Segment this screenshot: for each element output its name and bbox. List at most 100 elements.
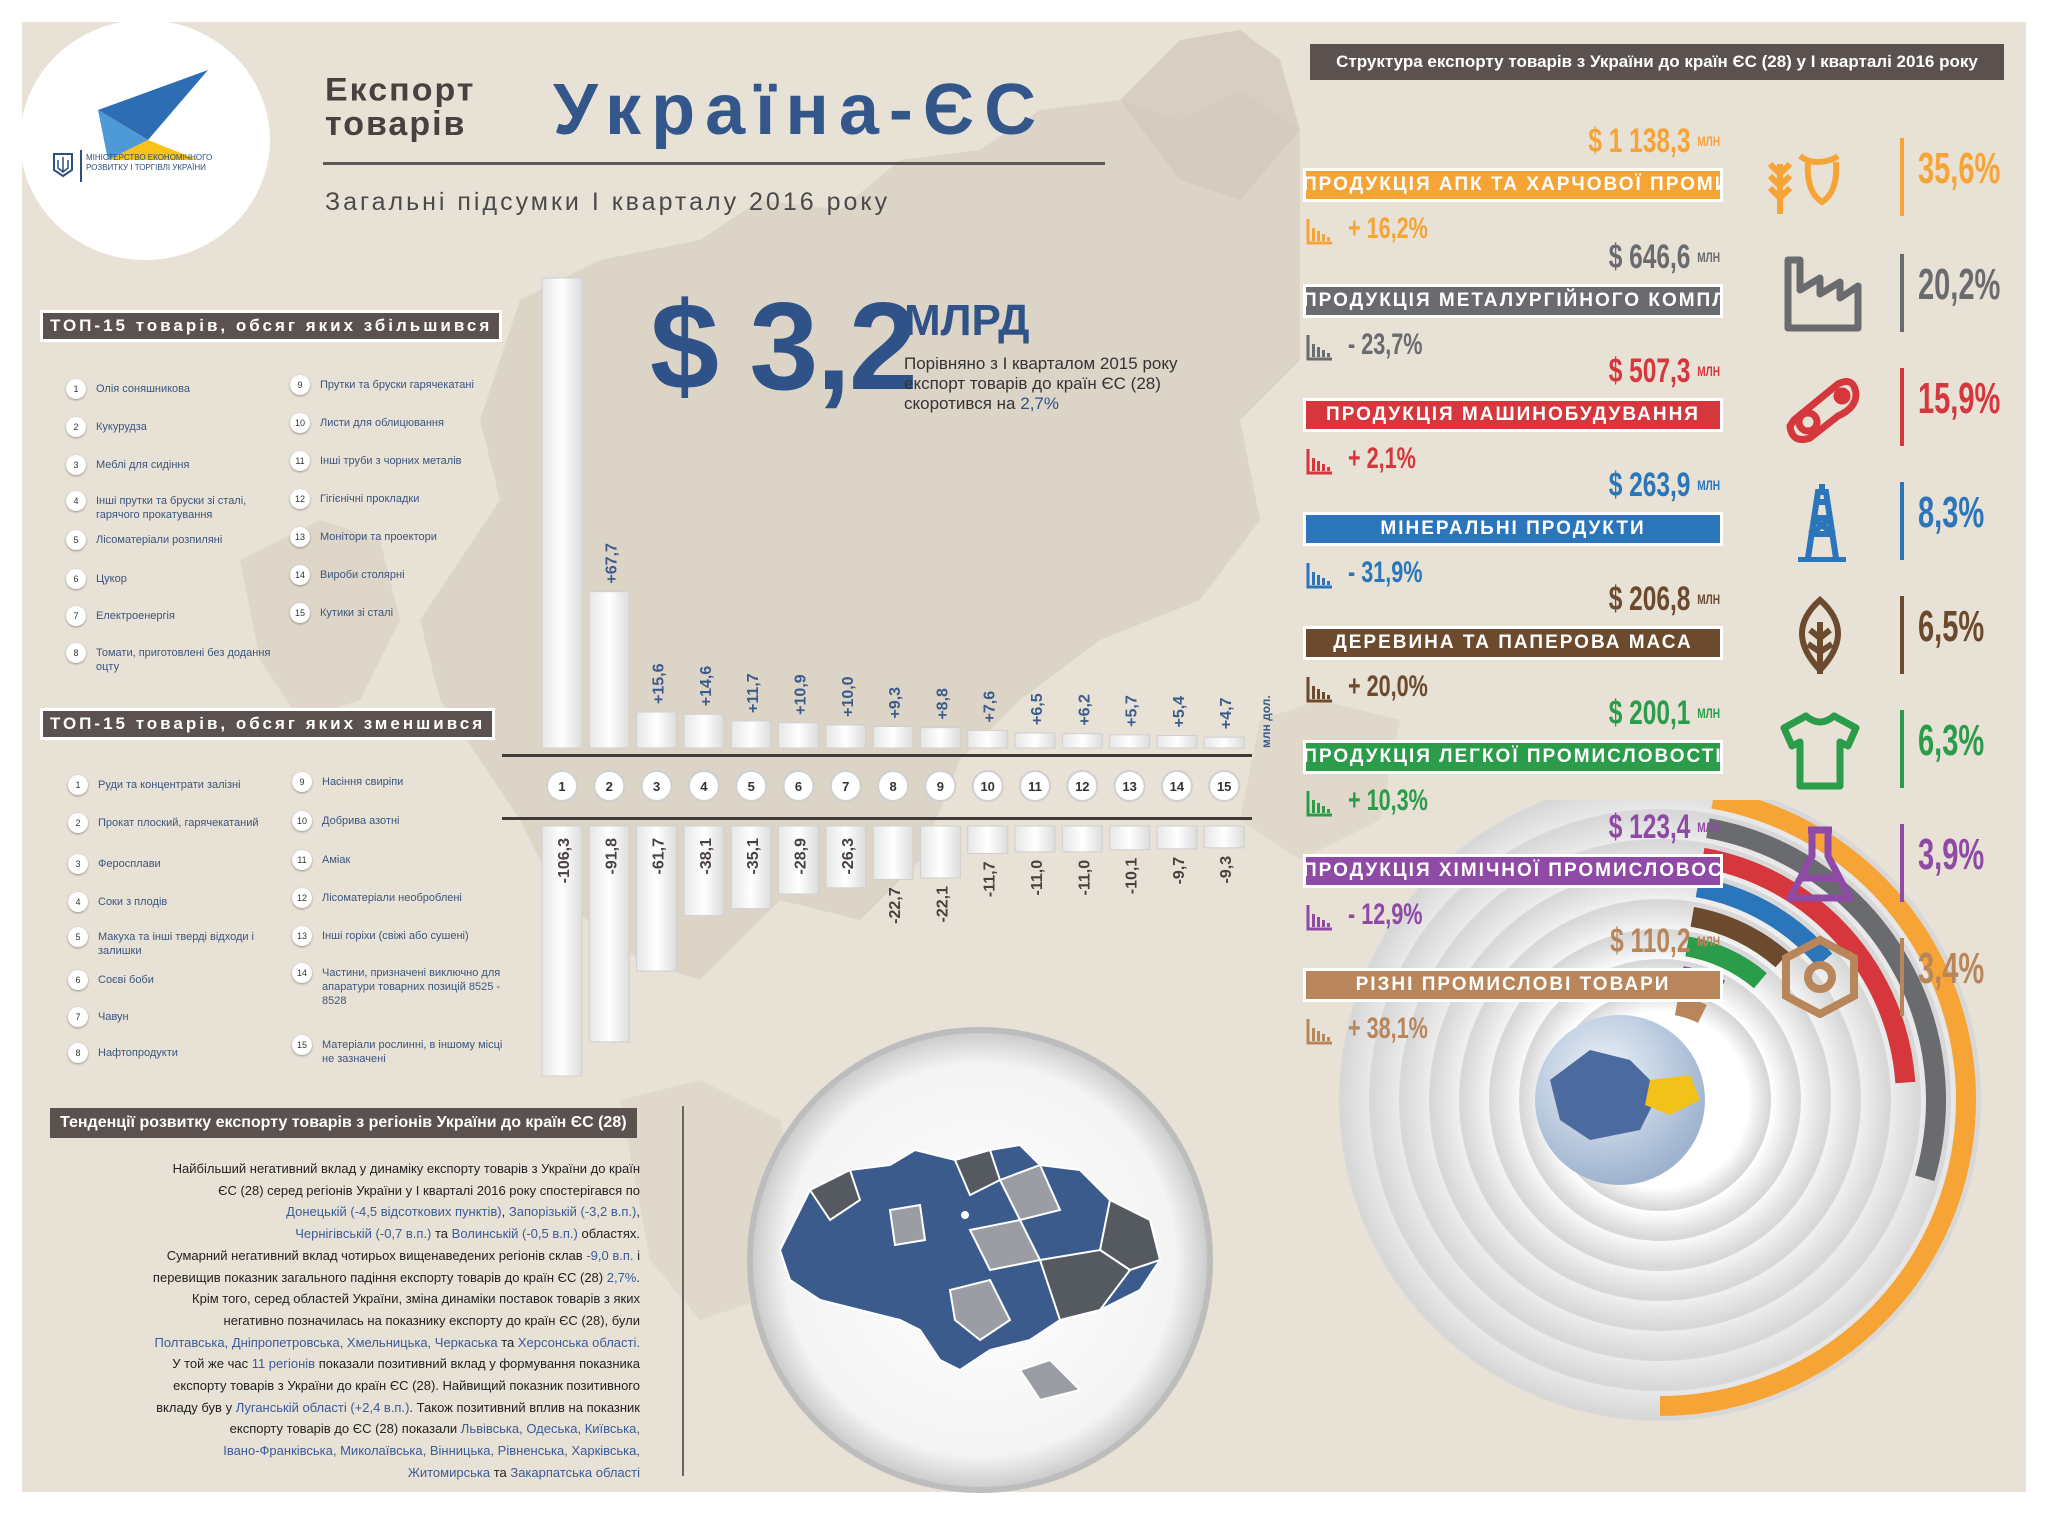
highlight-text: Херсонська області. bbox=[517, 1334, 640, 1350]
paragraph-line: експорту товарів до ЄС (28) показали Льв… bbox=[52, 1418, 640, 1440]
paragraph-line: Найбільший негативний вклад у динаміку е… bbox=[52, 1158, 640, 1180]
category-number-circle-4 bbox=[687, 770, 720, 802]
bar-negative-label-2: -91,8 bbox=[603, 838, 620, 875]
ukraine-map-circle bbox=[747, 1027, 1213, 1493]
category-value-unit: МЛН bbox=[1697, 363, 1720, 379]
category-number-circle-5 bbox=[735, 770, 768, 802]
paragraph-line: Сумарний негативний вклад чотирьох вищен… bbox=[52, 1245, 640, 1267]
list-item: Лісоматеріали розпиляні bbox=[96, 534, 223, 546]
list-number-2: 2 bbox=[66, 417, 86, 437]
total-value: $ 3,2 bbox=[650, 278, 918, 416]
list-number-4: 4 bbox=[66, 491, 86, 511]
bar-positive-label-12: +6,2 bbox=[1076, 694, 1093, 726]
category-share-7: 3,9% bbox=[1918, 830, 1985, 879]
category-number-1: 1 bbox=[558, 779, 565, 794]
category-number-circle-8 bbox=[877, 770, 910, 802]
category-value-amount: $ 200,1 bbox=[1608, 694, 1691, 732]
bar-negative-3 bbox=[636, 825, 678, 972]
category-value-6: $ 200,1 МЛН bbox=[1562, 696, 1720, 730]
bar-positive-10 bbox=[967, 729, 1009, 749]
list-item: Феросплави bbox=[98, 858, 161, 870]
bar-negative-7 bbox=[825, 825, 867, 889]
trident-icon bbox=[53, 153, 73, 178]
list-number-7: 7 bbox=[66, 606, 86, 626]
bar-positive-2 bbox=[588, 591, 630, 749]
body-text: ЄС (28) серед регіонів України у І кварт… bbox=[218, 1182, 640, 1198]
bar-positive-label-3: +15,6 bbox=[651, 663, 668, 704]
bar-positive-6 bbox=[778, 722, 819, 749]
category-value-amount: $ 1 138,3 bbox=[1588, 122, 1691, 160]
list-item: Електроенергія bbox=[96, 610, 175, 622]
category-number-3: 3 bbox=[653, 779, 660, 794]
trend-icon bbox=[1306, 905, 1332, 931]
top15-bar-chart: +203,51+67,72+15,63+14,64+11,75+10,96+10… bbox=[502, 277, 1273, 1077]
list-item: Соєві боби bbox=[98, 974, 154, 986]
bar-negative-5 bbox=[730, 825, 772, 910]
category-separator bbox=[1900, 254, 1904, 332]
category-value-amount: $ 263,9 bbox=[1608, 466, 1691, 504]
list-number-11: 11 bbox=[292, 850, 312, 870]
bar-negative-label-3: -61,7 bbox=[651, 838, 668, 875]
body-text: перевищив показник загального падіння ек… bbox=[152, 1269, 607, 1285]
list-item: Добрива азотні bbox=[322, 815, 400, 827]
category-number-circle-10 bbox=[971, 770, 1004, 802]
body-text: . bbox=[636, 1269, 640, 1285]
bar-positive-label-11: +6,5 bbox=[1029, 693, 1046, 725]
category-number-circle-6 bbox=[782, 770, 815, 802]
bar-positive-4 bbox=[683, 713, 725, 749]
title-divider bbox=[323, 162, 1105, 165]
body-text: , bbox=[501, 1204, 509, 1220]
category-change-5: + 20,0% bbox=[1348, 670, 1428, 703]
bar-negative-6 bbox=[778, 825, 819, 895]
category-bar-8: РІЗНІ ПРОМИСЛОВІ ТОВАРИ bbox=[1303, 968, 1723, 1002]
list-item: Частини, призначені виключно для апарату… bbox=[322, 967, 501, 1007]
flask-icon bbox=[1786, 826, 1854, 902]
regions-title: Тенденції розвитку експорту товарів з ре… bbox=[50, 1108, 637, 1138]
category-number-12: 12 bbox=[1075, 779, 1089, 794]
bar-negative-label-4: -38,1 bbox=[698, 838, 715, 875]
list-item: Соки з плодів bbox=[98, 896, 168, 908]
category-share-5: 6,5% bbox=[1918, 602, 1985, 651]
category-value-amount: $ 507,3 bbox=[1608, 352, 1691, 390]
bar-negative-1 bbox=[541, 825, 583, 1077]
body-text: і bbox=[633, 1247, 640, 1263]
highlight-text: Чернігівській (-0,7 в.п.) bbox=[295, 1226, 432, 1242]
bar-negative-label-7: -26,3 bbox=[840, 838, 857, 875]
bar-positive-14 bbox=[1156, 735, 1198, 749]
list-item: Насіння свиріпи bbox=[322, 776, 404, 788]
logo-circle: МІНІСТЕРСТВО ЕКОНОМІЧНОГО РОЗВИТКУ І ТОР… bbox=[20, 20, 270, 260]
title-line1: Експорт bbox=[325, 71, 476, 109]
category-share-6: 6,3% bbox=[1918, 716, 1985, 765]
page-title: Україна-ЄС bbox=[553, 70, 1047, 150]
list-number-11: 11 bbox=[290, 451, 310, 471]
category-change-2: - 23,7% bbox=[1348, 328, 1423, 361]
category-value-5: $ 206,8 МЛН bbox=[1562, 582, 1720, 616]
bar-positive-15 bbox=[1203, 736, 1245, 749]
category-share-8: 3,4% bbox=[1918, 944, 1985, 993]
body-text: та bbox=[490, 1464, 511, 1480]
category-change-4: - 31,9% bbox=[1348, 556, 1423, 589]
ministry-logo-icon bbox=[98, 70, 208, 160]
list-number-14: 14 bbox=[292, 963, 312, 983]
list-number-2: 2 bbox=[68, 813, 88, 833]
bar-positive-12 bbox=[1061, 733, 1103, 749]
list-item: Руди та концентрати залізні bbox=[98, 779, 241, 791]
body-text: та bbox=[497, 1334, 518, 1350]
paragraph-line: Донецькій (-4,5 відсоткових пунктів), За… bbox=[52, 1201, 640, 1223]
category-number-circle-12 bbox=[1066, 770, 1099, 802]
ring-arc-5 bbox=[1690, 906, 1789, 968]
list-number-15: 15 bbox=[290, 603, 310, 623]
highlight-text: Волинській (-0,5 в.п.) bbox=[451, 1226, 578, 1242]
bar-positive-label-9: +8,8 bbox=[934, 688, 951, 720]
category-separator bbox=[1900, 710, 1904, 788]
bar-negative-label-11: -11,0 bbox=[1029, 860, 1046, 896]
ring-arc-3 bbox=[1700, 847, 1916, 1084]
list-number-12: 12 bbox=[290, 489, 310, 509]
paragraph-line: ЄС (28) серед регіонів України у І кварт… bbox=[52, 1180, 640, 1202]
category-value-unit: МЛН bbox=[1697, 819, 1720, 835]
list-item: Меблі для сидіння bbox=[96, 459, 190, 471]
list-number-5: 5 bbox=[68, 927, 88, 947]
category-number-7: 7 bbox=[842, 779, 849, 794]
paragraph-line: негативно позначилась на показнику експо… bbox=[52, 1310, 640, 1332]
category-value-unit: МЛН bbox=[1697, 705, 1720, 721]
